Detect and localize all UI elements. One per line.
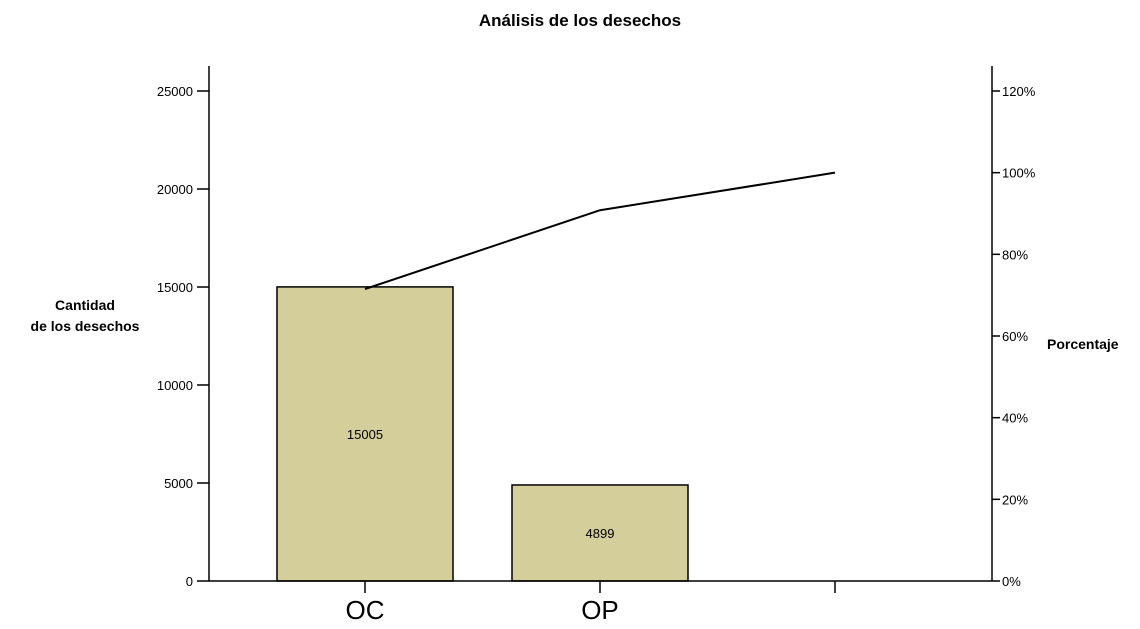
- y-axis-label-line1: Cantidad: [55, 297, 115, 313]
- y-tick-label-5000: 5000: [164, 476, 193, 491]
- y-tick-label-0: 0: [186, 574, 193, 589]
- y2-tick-label-100: 100%: [1002, 166, 1036, 181]
- y-tick-label-15000: 15000: [157, 280, 193, 295]
- x-tick-label-oc: OC: [346, 595, 385, 624]
- y2-tick-label-60: 60%: [1002, 329, 1028, 344]
- bar-oc: [276, 286, 454, 582]
- y-tick-label-25000: 25000: [157, 84, 193, 99]
- y2-tick-label-20: 20%: [1002, 492, 1028, 507]
- bar-op: [511, 484, 689, 582]
- cumulative-percent-line: [364, 171, 836, 290]
- y-axis-label-line2: de los desechos: [31, 318, 140, 334]
- chart-title: Análisis de los desechos: [479, 11, 681, 30]
- x-tick-label-op: OP: [581, 595, 619, 624]
- y-tick-label-10000: 10000: [157, 378, 193, 393]
- y2-tick-label-40: 40%: [1002, 411, 1028, 426]
- y2-tick-label-120: 120%: [1002, 84, 1036, 99]
- y2-tick-label-0: 0%: [1002, 574, 1021, 589]
- data-label-1: 4899: [586, 526, 615, 541]
- y-tick-label-20000: 20000: [157, 182, 193, 197]
- data-label-0: 15005: [347, 427, 383, 442]
- y2-tick-label-80: 80%: [1002, 247, 1028, 262]
- y2-axis-label: Porcentaje: [1047, 336, 1119, 352]
